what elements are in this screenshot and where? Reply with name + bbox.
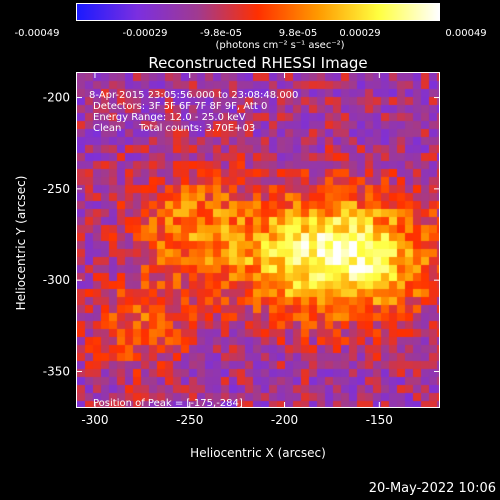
colorbar-tick-label: -0.00029: [122, 28, 168, 39]
colorbar-tick-label: 0.00049: [445, 28, 487, 39]
colorbar-tick-label: 0.00029: [339, 28, 381, 39]
y-tick-label: -200: [43, 91, 70, 105]
colorbar-unit: (photons cm⁻² s⁻¹ asec⁻²): [215, 40, 345, 51]
x-tick-label: -250: [176, 413, 203, 427]
y-tick-label: -350: [43, 364, 70, 378]
colorbar-tick-label: -0.00049: [14, 28, 60, 39]
chart-title: Reconstructed RHESSI Image: [148, 54, 368, 72]
energy-range-text: Energy Range: 12.0 - 25.0 keV: [93, 112, 246, 123]
colorbar: [76, 3, 440, 21]
x-tick-label: -150: [366, 413, 393, 427]
heatmap-image: [77, 73, 439, 407]
timestamp: 20-May-2022 10:06: [368, 481, 496, 496]
total-counts-text: Total counts: 3.70E+03: [139, 123, 256, 134]
x-axis-label: Heliocentric X (arcsec): [190, 446, 326, 460]
detectors-text: Detectors: 3F 5F 6F 7F 8F 9F, Att 0: [93, 101, 268, 112]
plot-area: 8-Apr-2015 23:05:56.000 to 23:08:48.000 …: [76, 72, 440, 408]
x-tick-label: -300: [81, 413, 108, 427]
y-tick-label: -300: [43, 273, 70, 287]
peak-position-text: Position of Peak = [-175,-284]: [93, 398, 243, 408]
y-axis-label: Heliocentric Y (arcsec): [14, 175, 28, 311]
clean-label: Clean: [93, 123, 122, 134]
x-tick-label: -200: [271, 413, 298, 427]
colorbar-tick-label: -9.8e-05: [200, 28, 242, 39]
y-tick-label: -250: [43, 182, 70, 196]
colorbar-tick-label: 9.8e-05: [278, 28, 318, 39]
time-range-text: 8-Apr-2015 23:05:56.000 to 23:08:48.000: [89, 90, 299, 101]
